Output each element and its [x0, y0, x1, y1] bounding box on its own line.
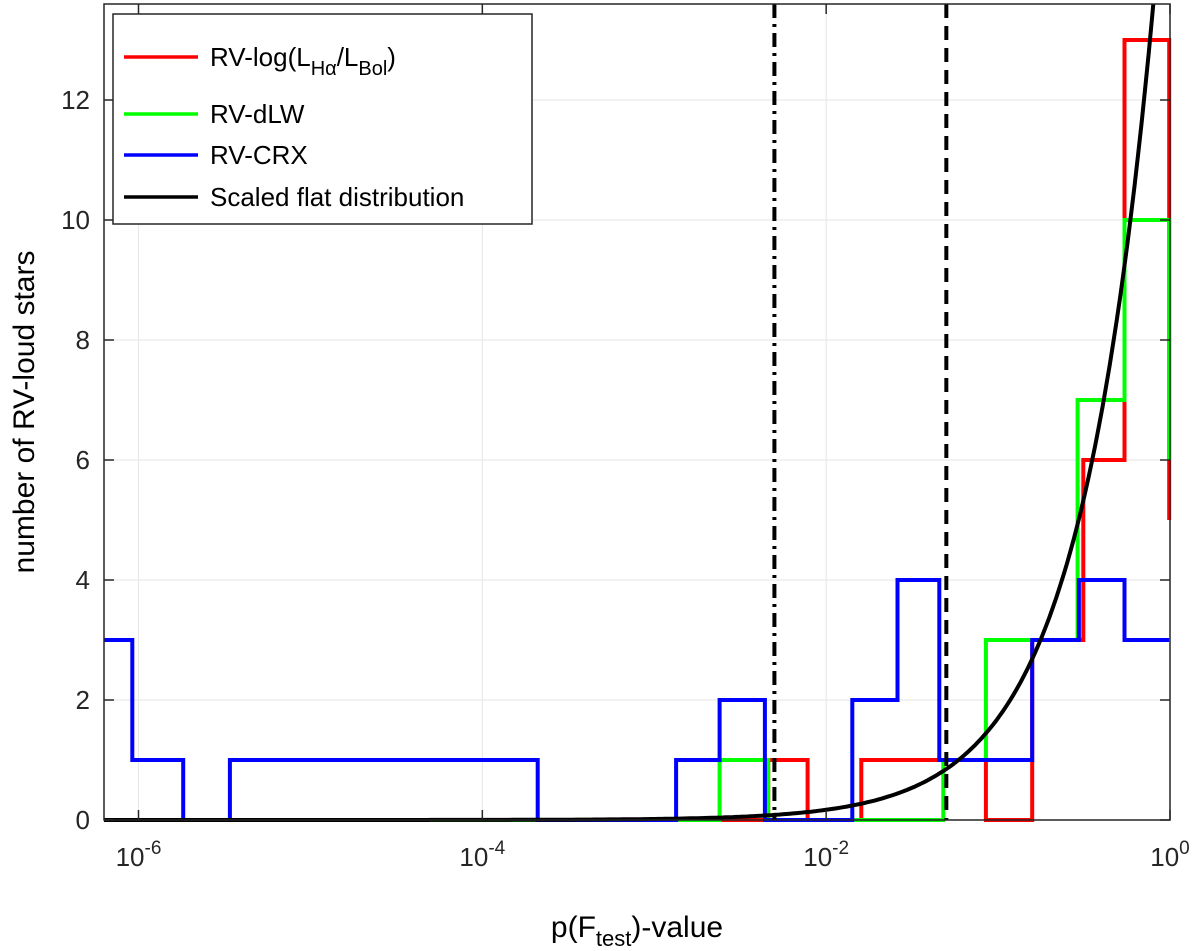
y-tick-label: 4: [76, 565, 90, 595]
y-tick-label: 0: [76, 805, 90, 835]
y-tick-label: 8: [76, 325, 90, 355]
legend-label-rv-crx: RV-CRX: [210, 140, 308, 170]
y-axis-label: number of RV-loud stars: [8, 251, 41, 574]
legend-label-flat: Scaled flat distribution: [210, 182, 464, 212]
y-tick-label: 10: [61, 205, 90, 235]
axis-ticks: 0 2 4 6 8 10 12 10-6 10-4 10-2 100: [61, 4, 1190, 872]
plot-frame: [103, 3, 1171, 821]
x-tick-label: 10-4: [459, 838, 505, 872]
y-tick-label: 6: [76, 445, 90, 475]
series-rv-dlw-line: [104, 218, 1172, 822]
legend-box: [112, 13, 533, 225]
x-tick-label: 100: [1150, 838, 1190, 872]
x-tick-label: 10-2: [803, 838, 849, 872]
x-tick-label: 10-6: [116, 838, 162, 872]
legend-label-rv-dlw: RV-dLW: [210, 99, 305, 129]
legend-label-rv-lha: RV-log(LHα/LBol): [210, 42, 396, 80]
y-tick-label: 2: [76, 685, 90, 715]
axes-frame: [103, 3, 1171, 821]
x-axis-label: p(Ftest)-value: [551, 911, 723, 951]
y-tick-label: 12: [61, 85, 90, 115]
legend: RV-log(LHα/LBol) RV-dLW RV-CRX Scaled fl…: [112, 13, 533, 225]
